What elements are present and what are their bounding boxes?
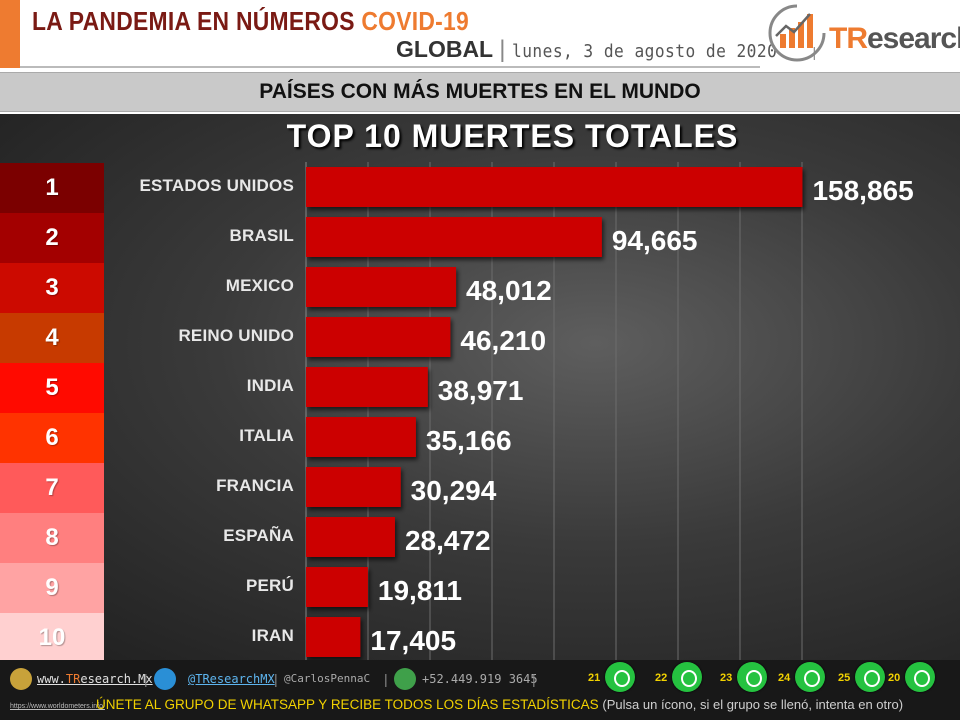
rank-cell: 2 — [0, 213, 104, 263]
rank-cell: 5 — [0, 363, 104, 413]
value-label: 19,811 — [378, 575, 462, 606]
rank-cell: 6 — [0, 413, 104, 463]
whatsapp-icon — [605, 662, 635, 692]
category-label: BRASIL — [229, 226, 294, 245]
value-label: 28,472 — [405, 525, 491, 556]
twitter-icon — [154, 668, 176, 690]
category-label: REINO UNIDO — [178, 326, 294, 345]
whatsapp-group-number: 23 — [720, 672, 733, 684]
bar — [306, 267, 457, 307]
header-accent-strip — [0, 0, 20, 68]
tresearch-logo[interactable]: TResearch — [766, 2, 960, 64]
chart-title: TOP 10 MUERTES TOTALES — [286, 118, 739, 154]
value-label: 94,665 — [612, 225, 698, 256]
bar — [306, 467, 401, 507]
logo-text-rest: esearch — [867, 22, 960, 55]
date-label: lunes, 3 de agosto de 2020 — [511, 41, 777, 62]
category-label: FRANCIA — [216, 476, 294, 495]
website-prefix: www. — [37, 672, 66, 686]
phone-icon — [394, 668, 416, 690]
section-bar: PAÍSES CON MÁS MUERTES EN EL MUNDO — [0, 72, 960, 112]
website-accent: TR — [65, 672, 81, 686]
bar — [306, 517, 395, 557]
section-title: PAÍSES CON MÁS MUERTES EN EL MUNDO — [259, 80, 701, 103]
whatsapp-icon — [672, 662, 702, 692]
rank-cell: 1 — [0, 163, 104, 213]
whatsapp-icon — [905, 662, 935, 692]
logo-mark-icon — [768, 4, 826, 62]
whatsapp-group-number: 20 — [888, 672, 901, 684]
bar — [306, 617, 361, 657]
bar — [306, 167, 803, 207]
whatsapp-icon — [737, 662, 767, 692]
source-link[interactable]: https://www.worldometers.info/ — [10, 703, 105, 710]
globe-icon — [10, 668, 32, 690]
footer-separator: | — [384, 671, 388, 687]
footer-separator: | — [532, 671, 536, 687]
value-label: 35,166 — [426, 425, 512, 456]
bar — [306, 567, 368, 607]
website-rest: esearch.Mx — [80, 672, 153, 686]
join-text: ÚNETE AL GRUPO DE WHATSAPP Y RECIBE TODO… — [96, 697, 599, 712]
value-label: 46,210 — [460, 325, 546, 356]
whatsapp-icon — [855, 662, 885, 692]
category-label: IRAN — [251, 626, 294, 645]
website-link[interactable]: www.TResearch.Mx — [37, 666, 153, 692]
footer-separator: | — [144, 671, 148, 687]
title-main-text: LA PANDEMIA EN NÚMEROS — [32, 6, 355, 36]
logo-text-accent: TR — [829, 22, 868, 55]
rank-cell: 4 — [0, 313, 104, 363]
category-label: PERÚ — [245, 576, 294, 595]
rank-cell: 7 — [0, 463, 104, 513]
category-label: ITALIA — [239, 426, 294, 445]
twitter-link[interactable]: @TResearchMX — [188, 672, 275, 686]
rank-cell: 9 — [0, 563, 104, 613]
page-subtitle: GLOBAL | lunes, 3 de agosto de 2020 | — [396, 36, 816, 64]
rank-cell: 10 — [0, 613, 104, 663]
category-label: MEXICO — [225, 276, 294, 295]
bar — [306, 317, 451, 357]
bar — [306, 217, 602, 257]
whatsapp-group-number: 25 — [838, 672, 851, 684]
page-title: LA PANDEMIA EN NÚMEROS COVID-19 — [32, 6, 469, 37]
category-label: ESTADOS UNIDOS — [139, 176, 294, 195]
title-accent-text: COVID-19 — [361, 6, 470, 36]
footer-separator: | — [274, 671, 278, 687]
category-label: INDIA — [246, 376, 294, 395]
value-label: 30,294 — [411, 475, 497, 506]
subtitle-separator: | — [499, 36, 506, 63]
rank-column: 1 2 3 4 5 6 7 8 9 10 — [0, 163, 104, 663]
rank-cell: 8 — [0, 513, 104, 563]
join-note: (Pulsa un ícono, si el grupo se llenó, i… — [602, 697, 904, 712]
country-labels: ESTADOS UNIDOS BRASIL MEXICO REINO UNIDO IND… — [104, 163, 294, 663]
scope-label: GLOBAL — [396, 36, 494, 62]
category-label: ESPAÑA — [223, 526, 294, 545]
whatsapp-group-number: 24 — [778, 672, 791, 684]
join-whatsapp-text: ÚNETE AL GRUPO DE WHATSAPP Y RECIBE TODO… — [96, 697, 903, 712]
value-label: 158,865 — [812, 175, 913, 206]
bar — [306, 367, 428, 407]
author-handle: @CarlosPennaC — [284, 672, 371, 685]
bar — [306, 417, 416, 457]
value-label: 48,012 — [466, 275, 552, 306]
value-label: 38,971 — [438, 375, 524, 406]
whatsapp-group-number: 21 — [588, 672, 601, 684]
header-rule — [20, 66, 760, 68]
whatsapp-icon — [795, 662, 825, 692]
whatsapp-group-number: 22 — [655, 672, 668, 684]
logo-wordmark: TResearch — [829, 22, 960, 56]
value-label: 17,405 — [370, 625, 456, 656]
phone-number: +52.449.919 3645 — [422, 672, 538, 686]
rank-cell: 3 — [0, 263, 104, 313]
